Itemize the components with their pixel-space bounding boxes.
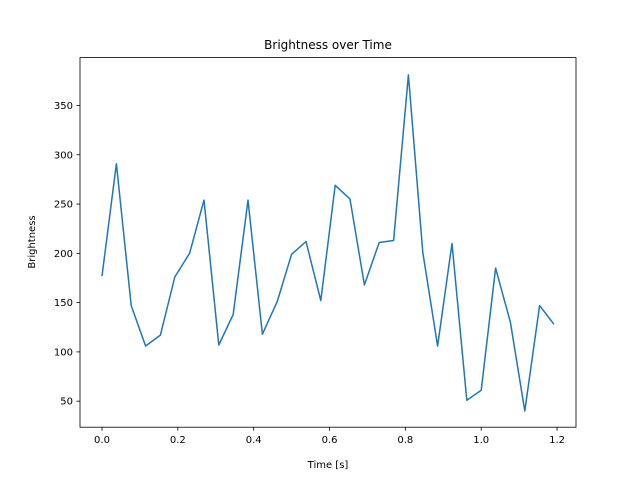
chart-title: Brightness over Time <box>264 38 392 52</box>
y-axis-label: Brightness <box>27 215 38 268</box>
x-tick-label: 0.4 <box>246 435 262 446</box>
y-tick-label: 250 <box>54 200 73 211</box>
y-tick-label: 300 <box>54 150 73 161</box>
y-tick-label: 50 <box>60 397 73 408</box>
plot-frame <box>79 57 577 428</box>
x-tick-label: 0.8 <box>397 435 413 446</box>
x-tick-label: 1.0 <box>473 435 489 446</box>
x-tick-label: 0.6 <box>322 435 338 446</box>
y-tick-label: 100 <box>54 347 73 358</box>
y-tick-label: 150 <box>54 298 73 309</box>
x-tick-label: 1.2 <box>549 435 565 446</box>
y-tick-label: 200 <box>54 249 73 260</box>
y-tick-label: 350 <box>54 101 73 112</box>
x-tick-label: 0.0 <box>94 435 110 446</box>
x-tick-label: 0.2 <box>170 435 186 446</box>
x-axis-label: Time [s] <box>307 460 349 471</box>
series-line-brightness <box>101 74 555 412</box>
